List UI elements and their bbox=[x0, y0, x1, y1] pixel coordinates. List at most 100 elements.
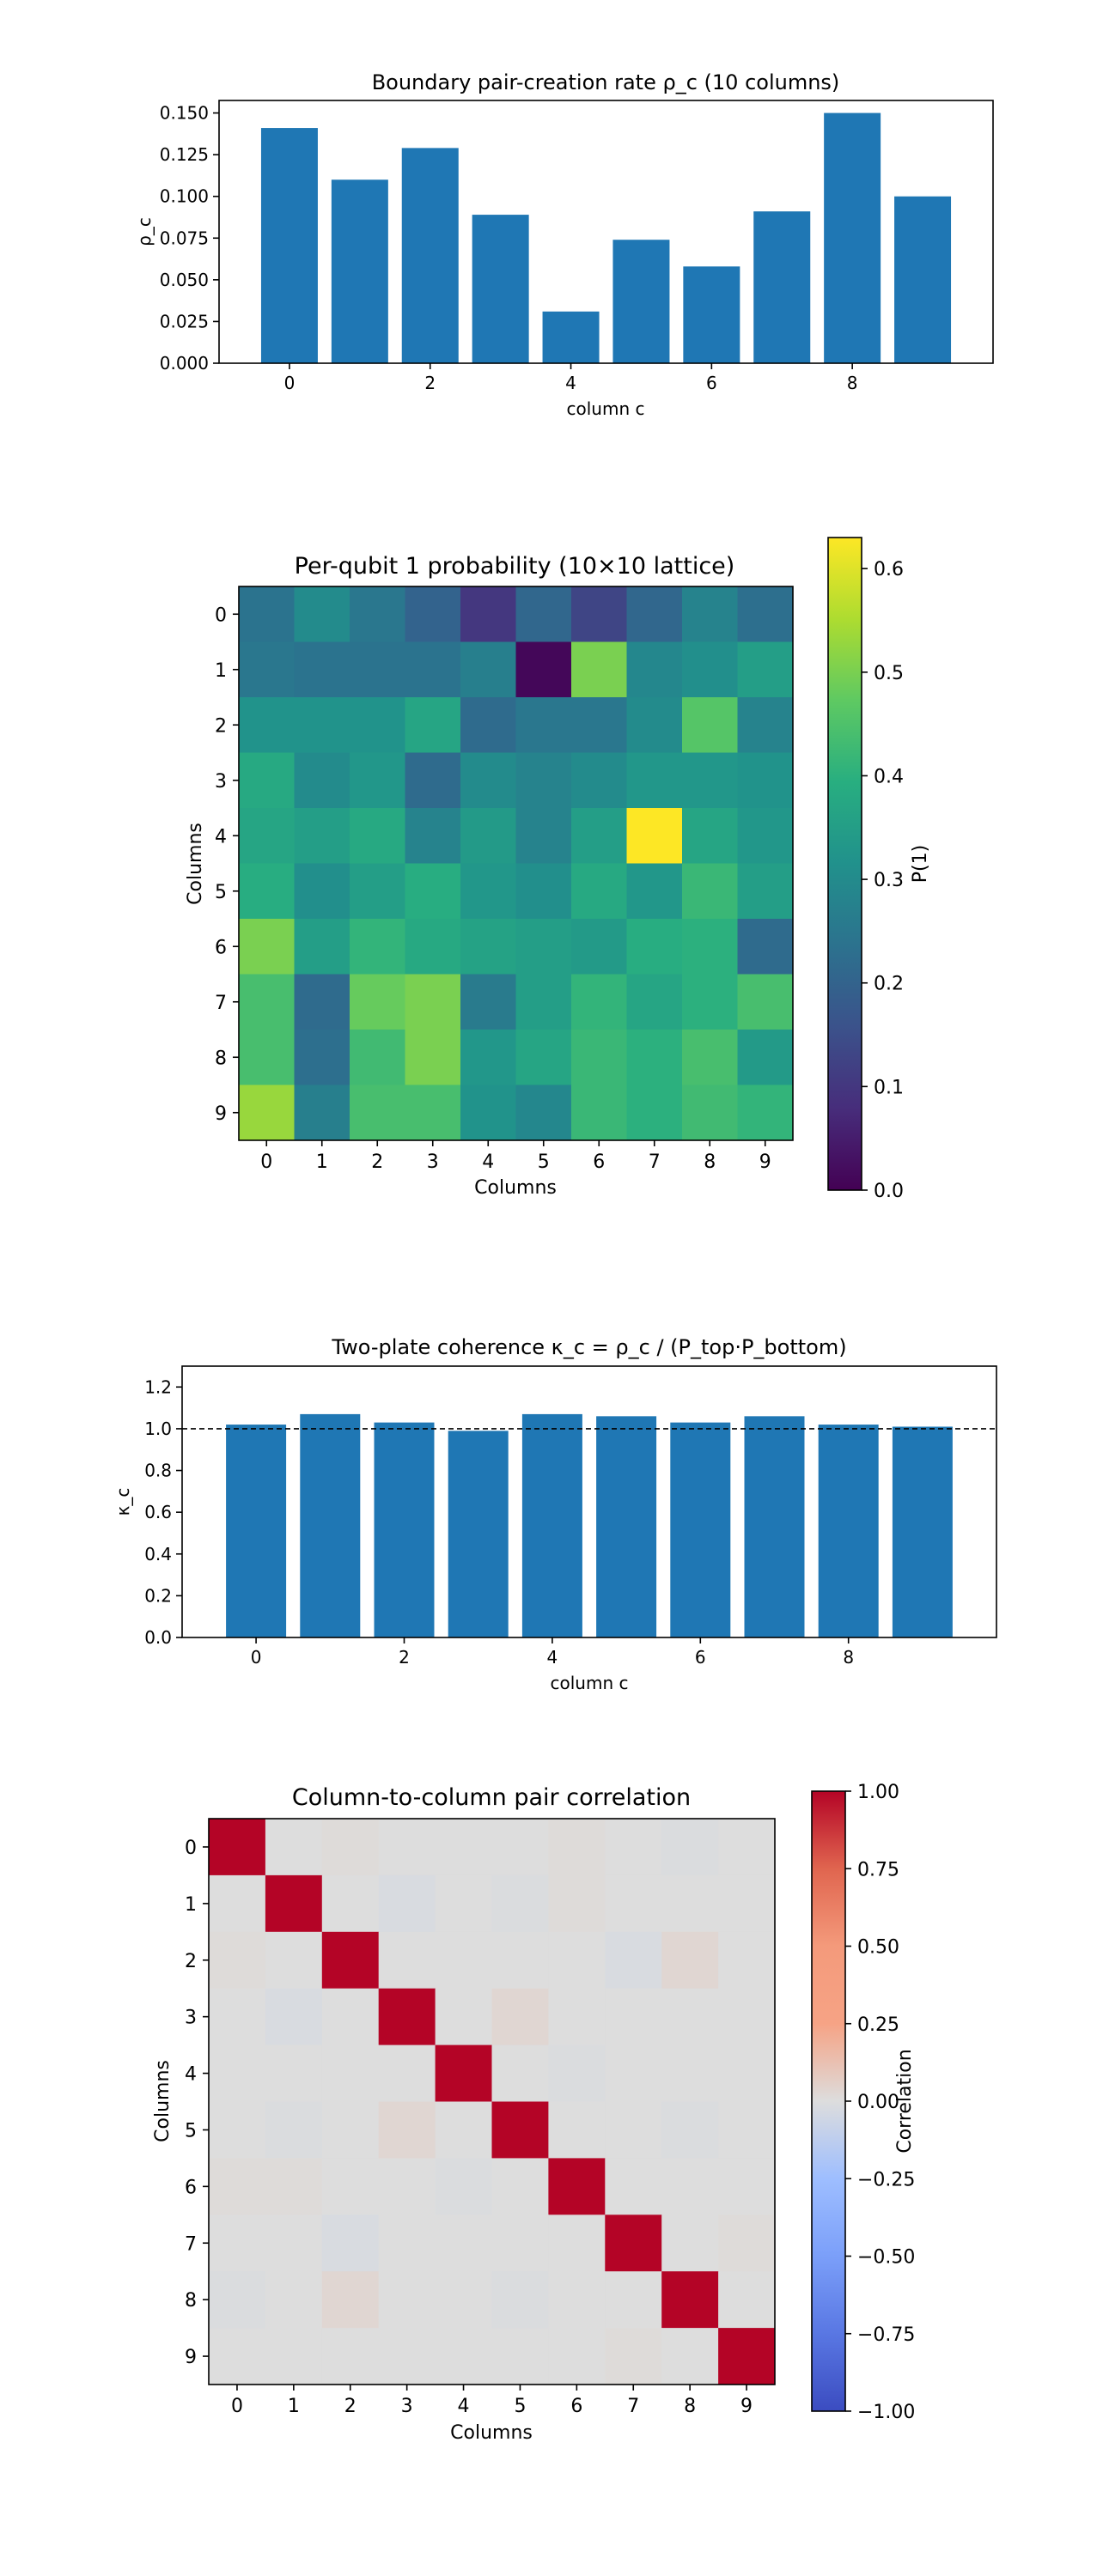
cell-0-7 bbox=[626, 586, 683, 642]
probability-x-axis: 0 1 2 3 4 5 6 7 8 9 bbox=[260, 1140, 771, 1173]
cell-5-9 bbox=[718, 2101, 776, 2159]
cell-6-9 bbox=[718, 2158, 776, 2215]
cell-1-9 bbox=[737, 641, 794, 698]
cell-5-0 bbox=[239, 863, 295, 920]
cell-8-1 bbox=[294, 1030, 350, 1085]
bar-0 bbox=[260, 128, 318, 364]
cell-7-9 bbox=[737, 974, 794, 1030]
cell-8-3 bbox=[405, 1030, 461, 1085]
cell-5-6 bbox=[571, 863, 627, 920]
cell-8-7 bbox=[626, 1030, 683, 1085]
bar-6 bbox=[683, 266, 740, 363]
cell-6-1 bbox=[265, 2158, 323, 2215]
y-tick-label: 4 bbox=[185, 2064, 197, 2086]
y-tick-label: 9 bbox=[215, 1103, 227, 1125]
cell-2-7 bbox=[626, 697, 683, 753]
colorbar-tick-label: 0.75 bbox=[857, 1859, 899, 1880]
y-tick-label: 1.2 bbox=[144, 1376, 172, 1397]
rho-x-axis-label: column c bbox=[567, 398, 645, 419]
cell-0-9 bbox=[737, 586, 794, 642]
cell-3-5 bbox=[491, 1988, 549, 2046]
correlation-colorbar bbox=[811, 1790, 846, 2412]
y-tick-label: 0.2 bbox=[144, 1585, 172, 1606]
correlation-cells bbox=[209, 1819, 776, 2385]
cell-9-2 bbox=[350, 1084, 405, 1141]
rho-bars bbox=[260, 112, 952, 364]
cell-0-0 bbox=[209, 1819, 266, 1876]
x-tick-label: 0 bbox=[284, 373, 296, 393]
y-tick-label: 2 bbox=[215, 715, 227, 737]
cell-3-5 bbox=[515, 752, 572, 809]
probability-heatmap: Per-qubit 1 probability (10×10 lattice) … bbox=[185, 537, 931, 1202]
cell-3-1 bbox=[265, 1988, 323, 2046]
cell-8-2 bbox=[321, 2271, 380, 2329]
cell-9-3 bbox=[405, 1084, 461, 1141]
cell-8-0 bbox=[209, 2271, 266, 2329]
cell-8-2 bbox=[350, 1030, 405, 1085]
cell-0-0 bbox=[239, 586, 295, 642]
kappa-y-axis-label: κ_c bbox=[113, 1488, 133, 1516]
cell-6-4 bbox=[435, 2158, 492, 2215]
cell-2-0 bbox=[209, 1931, 266, 1990]
cell-6-7 bbox=[626, 919, 683, 975]
cell-1-0 bbox=[209, 1874, 266, 1933]
cell-0-2 bbox=[321, 1819, 380, 1876]
cell-0-1 bbox=[294, 586, 350, 642]
probability-x-axis-label: Columns bbox=[474, 1177, 557, 1199]
cell-4-8 bbox=[661, 2044, 719, 2102]
x-tick-label: 7 bbox=[649, 1151, 661, 1173]
colorbar-tick-label: 0.4 bbox=[874, 766, 904, 787]
cell-2-1 bbox=[265, 1931, 323, 1990]
cell-2-3 bbox=[405, 697, 461, 753]
x-tick-label: 4 bbox=[565, 373, 576, 393]
cell-0-9 bbox=[718, 1819, 776, 1876]
correlation-colorbar-label: Correlation bbox=[894, 2049, 916, 2153]
cell-0-2 bbox=[350, 586, 405, 642]
cell-2-9 bbox=[718, 1931, 776, 1990]
cell-4-1 bbox=[294, 808, 350, 864]
x-tick-label: 6 bbox=[706, 373, 717, 393]
kappa-y-axis: 0.0 0.2 0.4 0.6 0.8 1.0 1.2 bbox=[144, 1376, 182, 1648]
y-tick-label: 0.0 bbox=[144, 1627, 172, 1648]
x-tick-label: 7 bbox=[627, 2396, 639, 2417]
cell-5-1 bbox=[265, 2101, 323, 2159]
x-tick-label: 8 bbox=[704, 1151, 716, 1173]
cell-7-4 bbox=[460, 974, 516, 1030]
cell-2-4 bbox=[435, 1931, 492, 1990]
cell-3-7 bbox=[605, 1988, 662, 2046]
cell-9-8 bbox=[682, 1084, 738, 1141]
x-tick-label: 4 bbox=[547, 1647, 558, 1668]
y-tick-label: 7 bbox=[185, 2233, 197, 2255]
cell-4-5 bbox=[515, 808, 572, 864]
cell-9-2 bbox=[321, 2328, 380, 2385]
x-tick-label: 9 bbox=[740, 2396, 753, 2417]
cell-2-6 bbox=[571, 697, 627, 753]
cell-6-5 bbox=[491, 2158, 549, 2215]
cell-6-1 bbox=[294, 919, 350, 975]
cell-1-9 bbox=[718, 1874, 776, 1933]
rho-chart-title: Boundary pair-creation rate ρ_c (10 colu… bbox=[372, 70, 840, 94]
cell-5-5 bbox=[491, 2101, 549, 2159]
cell-5-2 bbox=[321, 2101, 380, 2159]
y-tick-label: 0.000 bbox=[160, 353, 209, 374]
cell-4-6 bbox=[571, 808, 627, 864]
bar-4 bbox=[521, 1413, 582, 1637]
bar-9 bbox=[892, 1426, 953, 1637]
colorbar-tick-label: 0.1 bbox=[874, 1077, 904, 1098]
bar-5 bbox=[596, 1416, 657, 1637]
cell-3-4 bbox=[435, 1988, 492, 2046]
cell-2-5 bbox=[491, 1931, 549, 1990]
cell-1-1 bbox=[294, 641, 350, 698]
cell-4-1 bbox=[265, 2044, 323, 2102]
colorbar-tick-label: 0.3 bbox=[874, 870, 904, 891]
bar-0 bbox=[226, 1425, 287, 1637]
y-tick-label: 3 bbox=[215, 771, 227, 793]
cell-6-0 bbox=[239, 919, 295, 975]
cell-2-4 bbox=[460, 697, 516, 753]
cell-5-8 bbox=[661, 2101, 719, 2159]
probability-y-axis: 0 1 2 3 4 5 6 7 8 9 bbox=[215, 605, 239, 1125]
y-tick-label: 2 bbox=[185, 1951, 197, 1972]
y-tick-label: 1 bbox=[215, 660, 227, 682]
cell-9-1 bbox=[294, 1084, 350, 1141]
cell-3-2 bbox=[350, 752, 405, 809]
